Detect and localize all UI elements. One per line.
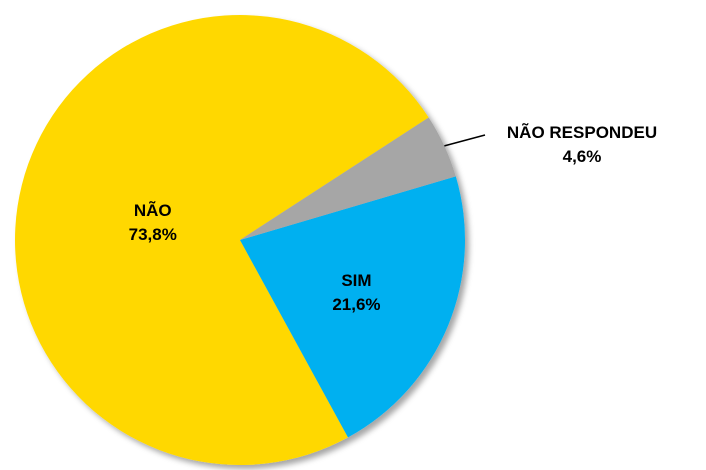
value-label: 21,6%	[332, 295, 380, 314]
leader-line	[444, 134, 486, 147]
value-label: 73,8%	[129, 225, 177, 244]
slice-label: NÃO RESPONDEU	[507, 122, 657, 142]
slice-label: NÃO	[134, 200, 172, 220]
pie-slice	[15, 15, 429, 466]
value-label: 4,6%	[563, 147, 602, 166]
pie-slice	[240, 117, 456, 240]
slice-label: SIM	[341, 271, 371, 290]
pie	[15, 15, 465, 466]
pie-slice	[240, 176, 465, 438]
